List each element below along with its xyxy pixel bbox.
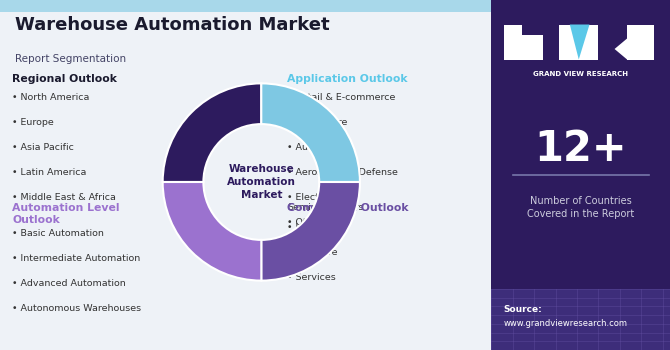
- Text: Market: Market: [241, 190, 282, 200]
- Text: Source:: Source:: [504, 304, 543, 314]
- Text: Automation: Automation: [227, 177, 295, 187]
- Text: www.grandviewresearch.com: www.grandviewresearch.com: [504, 318, 628, 328]
- Polygon shape: [614, 38, 627, 60]
- FancyBboxPatch shape: [614, 25, 654, 60]
- Text: Application Outlook: Application Outlook: [287, 74, 408, 84]
- Text: • Services: • Services: [287, 273, 336, 282]
- Text: • Retail & E-commerce: • Retail & E-commerce: [287, 93, 396, 103]
- Text: • Asia Pacific: • Asia Pacific: [12, 143, 74, 152]
- Text: • Software: • Software: [287, 248, 338, 257]
- Text: Warehouse: Warehouse: [228, 164, 294, 174]
- FancyBboxPatch shape: [504, 25, 543, 60]
- Text: Component Outlook: Component Outlook: [287, 203, 409, 213]
- Text: • Healthcare: • Healthcare: [287, 118, 348, 127]
- Text: • Others: • Others: [287, 218, 328, 227]
- Text: • North America: • North America: [12, 93, 90, 103]
- Text: • Hardware: • Hardware: [287, 223, 342, 232]
- Text: Regional Outlook: Regional Outlook: [12, 74, 117, 84]
- Text: • Aerospace & Defense: • Aerospace & Defense: [287, 168, 398, 177]
- Text: Report Segmentation: Report Segmentation: [15, 54, 126, 64]
- Text: • Basic Automation: • Basic Automation: [12, 229, 104, 238]
- FancyBboxPatch shape: [491, 289, 670, 350]
- Wedge shape: [261, 83, 360, 182]
- Text: • Middle East & Africa: • Middle East & Africa: [12, 193, 116, 202]
- Text: • Intermediate Automation: • Intermediate Automation: [12, 254, 141, 263]
- Text: • Electronics &
Semiconductors: • Electronics & Semiconductors: [287, 193, 364, 212]
- Text: • Europe: • Europe: [12, 118, 54, 127]
- FancyBboxPatch shape: [0, 0, 491, 12]
- Text: • Advanced Automation: • Advanced Automation: [12, 279, 126, 288]
- Text: • Automotive: • Automotive: [287, 143, 350, 152]
- Text: 12+: 12+: [534, 128, 627, 170]
- Text: Warehouse Automation Market: Warehouse Automation Market: [15, 16, 330, 34]
- Text: GRAND VIEW RESEARCH: GRAND VIEW RESEARCH: [533, 70, 628, 77]
- Wedge shape: [163, 182, 261, 281]
- FancyBboxPatch shape: [521, 35, 543, 46]
- Polygon shape: [570, 25, 590, 60]
- Text: • Autonomous Warehouses: • Autonomous Warehouses: [12, 303, 141, 313]
- Text: Automation Level
Outlook: Automation Level Outlook: [12, 203, 120, 225]
- FancyBboxPatch shape: [559, 25, 598, 60]
- Text: • Latin America: • Latin America: [12, 168, 86, 177]
- FancyBboxPatch shape: [491, 0, 670, 350]
- FancyBboxPatch shape: [614, 25, 627, 60]
- Text: Number of Countries
Covered in the Report: Number of Countries Covered in the Repor…: [527, 196, 634, 219]
- Wedge shape: [261, 182, 360, 281]
- Wedge shape: [163, 83, 261, 182]
- FancyBboxPatch shape: [521, 25, 543, 46]
